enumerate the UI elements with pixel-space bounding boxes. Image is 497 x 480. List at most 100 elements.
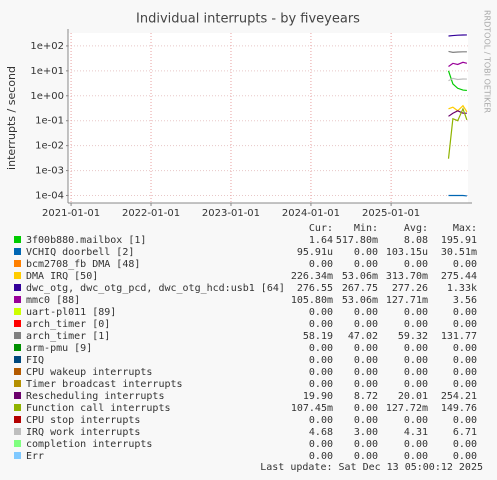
legend-label: Function call interrupts (26, 403, 171, 414)
legend-value: 0.00 (354, 247, 378, 258)
series-line (448, 50, 467, 54)
legend-value: 0.00 (404, 343, 428, 354)
legend-label: uart-pl011 [89] (26, 307, 116, 318)
legend-value: 3.00 (354, 427, 378, 438)
legend-value: 30.51m (441, 247, 477, 258)
legend-label: CPU stop interrupts (26, 415, 140, 426)
legend-value: 517.80m (336, 235, 378, 246)
legend-value: 47.02 (348, 331, 378, 342)
x-tick-label: 2022-01-01 (122, 208, 180, 219)
legend-value: 149.76 (441, 403, 477, 414)
legend-value: 0.00 (309, 367, 333, 378)
legend-value: 107.45m (291, 403, 333, 414)
legend-value: 59.32 (398, 331, 428, 342)
y-tick-label: 1e-02 (35, 141, 64, 152)
legend-value: 95.91u (297, 247, 333, 258)
legend-value: 0.00 (453, 343, 477, 354)
legend-label: Timer broadcast interrupts (26, 379, 183, 390)
legend-value: 0.00 (404, 415, 428, 426)
series-line (447, 107, 468, 159)
legend-swatch (14, 272, 21, 279)
legend-swatch (14, 308, 21, 315)
legend-value: 20.01 (398, 391, 428, 402)
x-tick-label: 2023-01-01 (202, 208, 260, 219)
legend-label: Err (26, 451, 44, 462)
legend-value: 0.00 (354, 367, 378, 378)
legend-label: dwc_otg, dwc_otg_pcd, dwc_otg_hcd:usb1 [… (26, 283, 285, 294)
legend-value: 4.68 (309, 427, 333, 438)
legend-value: 0.00 (404, 379, 428, 390)
footer: Last update: Sat Dec 13 05:00:12 2025 (260, 462, 483, 473)
y-tick-label: 1e+01 (30, 66, 64, 77)
legend-value: 0.00 (354, 439, 378, 450)
legend-value: 1.33k (447, 283, 477, 294)
legend-swatch (14, 344, 21, 351)
legend-value: 313.70m (386, 271, 428, 282)
legend-value: 0.00 (453, 355, 477, 366)
legend-value: 58.19 (303, 331, 333, 342)
legend-value: 0.00 (354, 343, 378, 354)
legend-value: 276.55 (297, 283, 333, 294)
legend-swatch (14, 452, 21, 459)
x-tick-label: 2025-01-01 (362, 208, 420, 219)
legend-value: 6.71 (453, 427, 477, 438)
legend-label: VCHIQ doorbell [2] (26, 247, 134, 258)
legend-label: arch_timer [1] (26, 331, 110, 342)
series-line (448, 61, 468, 67)
legend-swatch (14, 284, 21, 291)
legend-value: 0.00 (404, 319, 428, 330)
legend-swatch (14, 296, 21, 303)
legend-value: 131.77 (441, 331, 477, 342)
legend-value: 3.56 (453, 295, 477, 306)
legend-value: 254.21 (441, 391, 477, 402)
legend-value: 275.44 (441, 271, 477, 282)
legend-value: 4.31 (404, 427, 428, 438)
legend-value: 127.72m (386, 403, 428, 414)
legend-label: arm-pmu [9] (26, 343, 92, 354)
legend-value: 53.06m (342, 295, 378, 306)
legend-swatch (14, 356, 21, 363)
legend-value: 0.00 (354, 415, 378, 426)
x-tick-label: 2021-01-01 (42, 208, 100, 219)
legend-value: 226.34m (291, 271, 333, 282)
legend-swatch (14, 320, 21, 327)
legend-value: 0.00 (453, 451, 477, 462)
legend-value: 0.00 (404, 439, 428, 450)
legend-value: 0.00 (354, 355, 378, 366)
legend-label: Rescheduling interrupts (26, 391, 164, 402)
legend-value: 0.00 (309, 379, 333, 390)
legend-value: 0.00 (354, 307, 378, 318)
legend-value: 0.00 (453, 319, 477, 330)
legend-swatch (14, 248, 21, 255)
legend-label: DMA IRQ [50] (26, 271, 98, 282)
legend-swatch (14, 404, 21, 411)
legend-value: 0.00 (404, 355, 428, 366)
legend-value: 0.00 (404, 451, 428, 462)
y-tick-label: 1e-01 (35, 116, 64, 127)
legend-value: 277.26 (392, 283, 428, 294)
legend-label: completion interrupts (26, 439, 152, 450)
legend-swatch (14, 260, 21, 267)
legend-value: 103.15u (386, 247, 428, 258)
legend-value: 267.75 (342, 283, 378, 294)
legend-value: 0.00 (309, 415, 333, 426)
side-text: RRDTOOL / TOBI OETIKER (483, 10, 492, 113)
legend-swatch (14, 440, 21, 447)
legend-label: CPU wakeup interrupts (26, 367, 152, 378)
legend-swatch (14, 392, 21, 399)
legend-value: 0.00 (453, 367, 477, 378)
series-line (448, 34, 467, 37)
legend-value: 0.00 (309, 319, 333, 330)
legend-value: 195.91 (441, 235, 477, 246)
x-tick-label: 2024-01-01 (282, 208, 340, 219)
chart-title: Individual interrupts - by fiveyears (136, 12, 360, 27)
legend-value: 8.08 (404, 235, 428, 246)
legend-header: Cur: (309, 223, 333, 234)
legend-header: Avg: (404, 223, 428, 234)
legend-value: 0.00 (453, 259, 477, 270)
y-axis-label: interrupts / second (5, 66, 18, 170)
legend-swatch (14, 416, 21, 423)
legend-value: 0.00 (404, 367, 428, 378)
plot-area (68, 33, 468, 203)
